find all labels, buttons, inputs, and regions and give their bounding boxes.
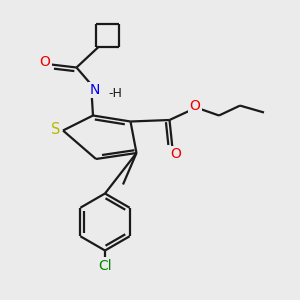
- Text: O: O: [40, 55, 50, 68]
- Text: -H: -H: [108, 86, 122, 100]
- Text: Cl: Cl: [98, 259, 112, 272]
- Text: O: O: [170, 148, 181, 161]
- Text: O: O: [190, 99, 200, 113]
- Text: N: N: [89, 83, 100, 97]
- Text: S: S: [51, 122, 60, 137]
